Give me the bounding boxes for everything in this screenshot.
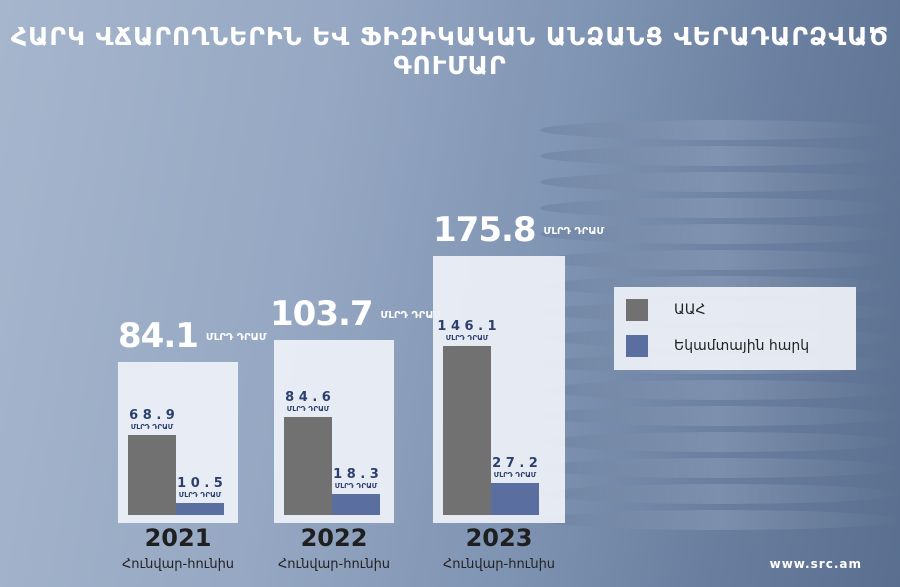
website-link[interactable]: www.src.am bbox=[769, 557, 862, 571]
total-unit-2021: ՄԼՐԴ ԴՐԱՄ bbox=[205, 332, 267, 344]
legend-label-excise: Եկամտային հարկ bbox=[674, 338, 810, 354]
data-label-excise-2023: 2 7 . 2 ՄԼՐԴ ԴՐԱՄ bbox=[485, 457, 545, 480]
bar-vat-2021 bbox=[128, 435, 176, 515]
total-value-2022: 103.7 bbox=[270, 293, 374, 334]
data-value-vat-2021: 6 8 . 9 bbox=[129, 408, 175, 424]
data-unit-vat-2022: ՄԼՐԴ ԴՐԱՄ bbox=[286, 404, 330, 413]
data-value-excise-2022: 1 8 . 3 bbox=[333, 466, 379, 482]
period-label-2021: Հունվար-հունիս bbox=[121, 557, 235, 572]
legend-swatch-excise bbox=[626, 335, 648, 357]
bar-excise-2023 bbox=[491, 483, 539, 515]
bar-vat-2022 bbox=[284, 416, 332, 515]
data-label-excise-2022: 1 8 . 3 ՄԼՐԴ ԴՐԱՄ bbox=[326, 466, 386, 491]
total-unit-2022: ՄԼՐԴ ԴՐԱՄ bbox=[380, 309, 442, 321]
chart-title: ՀԱՐԿ ՎՃԱՐՈՂՆԵՐԻՆ ԵՎ ՖԻԶԻԿԱԿԱՆ ԱՆՁԱՆՑ ՎԵՐ… bbox=[10, 22, 890, 80]
data-label-excise-2021: 1 0 . 5 ՄԼՐԴ ԴՐԱՄ bbox=[170, 475, 230, 500]
data-unit-vat-2023: ՄԼՐԴ ԴՐԱՄ bbox=[445, 333, 489, 342]
data-value-vat-2022: 8 4 . 6 bbox=[285, 389, 331, 405]
data-unit-vat-2021: ՄԼՐԴ ԴՐԱՄ bbox=[130, 423, 174, 432]
data-unit-excise-2022: ՄԼՐԴ ԴՐԱՄ bbox=[334, 481, 378, 490]
year-label-2022: 2022 bbox=[300, 524, 368, 552]
data-unit-excise-2023: ՄԼՐԴ ԴՐԱՄ bbox=[493, 471, 537, 480]
data-value-excise-2023: 2 7 . 2 bbox=[492, 456, 538, 472]
data-label-vat-2022: 8 4 . 6 ՄԼՐԴ ԴՐԱՄ bbox=[278, 389, 338, 414]
bar-excise-2022 bbox=[332, 493, 380, 515]
data-value-vat-2023: 1 4 6 . 1 bbox=[437, 318, 497, 334]
data-value-excise-2021: 1 0 . 5 bbox=[177, 475, 223, 491]
legend: ԱԱՀ Եկամտային հարկ bbox=[614, 287, 856, 370]
data-label-vat-2021: 6 8 . 9 ՄԼՐԴ ԴՐԱՄ bbox=[122, 409, 182, 432]
total-label-2023: 175.8 ՄԼՐԴ ԴՐԱՄ bbox=[433, 210, 604, 250]
total-label-2021: 84.1 ՄԼՐԴ ԴՐԱՄ bbox=[118, 316, 267, 356]
legend-label-vat: ԱԱՀ bbox=[674, 302, 706, 318]
total-value-2023: 175.8 bbox=[433, 210, 537, 251]
bar-excise-2021 bbox=[176, 502, 224, 515]
period-label-2023: Հունվար-հունիս bbox=[442, 557, 556, 572]
total-unit-2023: ՄԼՐԴ ԴՐԱՄ bbox=[543, 226, 605, 238]
legend-swatch-vat bbox=[626, 299, 648, 321]
bar-vat-2023 bbox=[443, 345, 491, 515]
year-label-2021: 2021 bbox=[144, 524, 212, 552]
year-label-2023: 2023 bbox=[465, 524, 533, 552]
data-unit-excise-2021: ՄԼՐԴ ԴՐԱՄ bbox=[178, 490, 222, 499]
period-label-2022: Հունվար-հունիս bbox=[277, 557, 391, 572]
total-value-2021: 84.1 bbox=[118, 316, 199, 357]
data-label-vat-2023: 1 4 6 . 1 ՄԼՐԴ ԴՐԱՄ bbox=[437, 318, 497, 343]
total-label-2022: 103.7 ՄԼՐԴ ԴՐԱՄ bbox=[270, 294, 441, 334]
